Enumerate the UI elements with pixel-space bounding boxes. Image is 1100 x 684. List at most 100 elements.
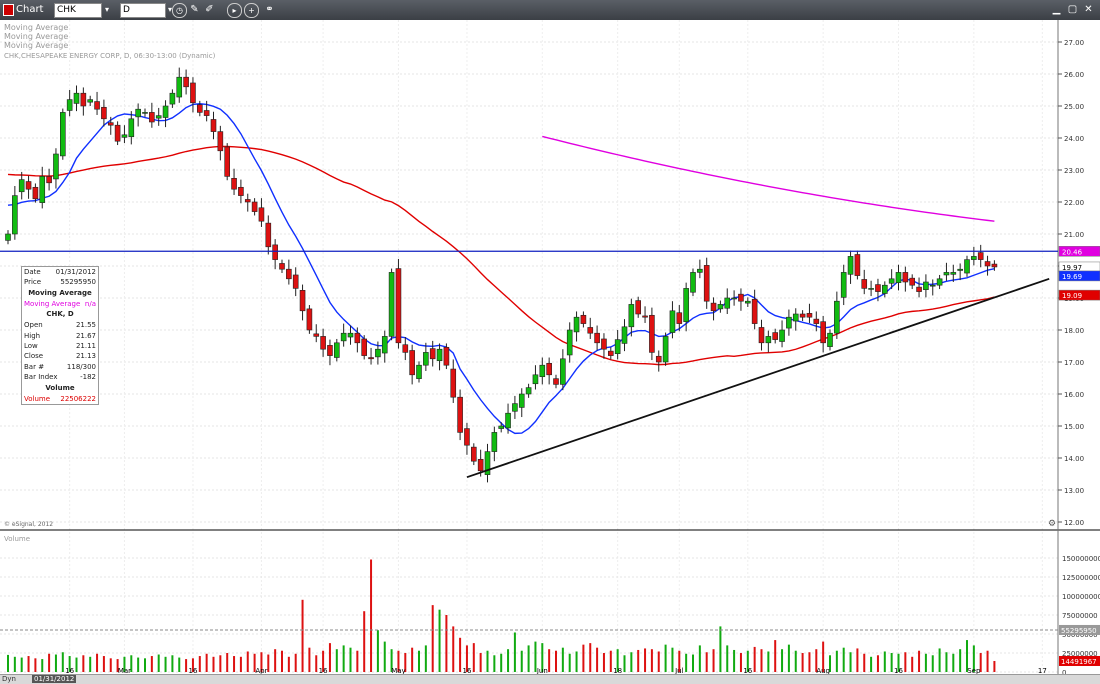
candle-body	[388, 272, 395, 337]
volume-bar	[876, 655, 879, 672]
panel-settings-icon[interactable]: ⚙	[1048, 519, 1056, 529]
candle-body	[607, 350, 614, 356]
volume-bar	[623, 655, 626, 672]
add-icon[interactable]: +	[244, 3, 259, 18]
candle-body	[5, 233, 11, 241]
volume-bar	[829, 655, 831, 672]
candle-body	[12, 195, 18, 235]
chart-area[interactable]: 12.0013.0014.0015.0016.0017.0018.0019.00…	[0, 20, 1100, 674]
volume-axis-label: 25000000	[1062, 650, 1098, 658]
clock-icon[interactable]: ◷	[172, 3, 187, 18]
candle	[361, 335, 368, 360]
price-tag: 19.97	[1058, 261, 1100, 273]
symbol-input[interactable]: CHK	[54, 3, 102, 18]
volume-bar	[41, 659, 44, 672]
candle-body	[525, 387, 532, 395]
minimize-icon[interactable]: ▁	[1052, 4, 1061, 15]
brush-icon[interactable]: ✐	[205, 4, 214, 15]
volume-bar	[513, 632, 516, 672]
volume-bar	[705, 652, 708, 672]
candle	[792, 308, 799, 331]
candle	[525, 383, 532, 398]
candle	[532, 365, 539, 390]
symbol-dropdown-icon[interactable]: ▾	[104, 5, 109, 14]
candle	[868, 280, 874, 297]
candle	[786, 309, 792, 336]
link-icon[interactable]: ⚭	[265, 4, 274, 15]
volume-bar	[459, 637, 462, 672]
data-window: Date 01/31/2012 Price 55295950 Moving Aver…	[21, 266, 99, 405]
volume-bar	[767, 651, 770, 672]
maximize-icon[interactable]: ▢	[1067, 4, 1078, 15]
volume-bar	[753, 646, 756, 672]
volume-bar	[253, 653, 256, 672]
candle-body	[690, 272, 696, 293]
volume-bar	[520, 650, 523, 672]
candle	[32, 183, 39, 203]
volume-bar	[911, 656, 914, 672]
volume-bar	[904, 652, 907, 672]
close-icon[interactable]: ✕	[1084, 4, 1093, 15]
volume-bar	[801, 653, 804, 672]
play-icon[interactable]: ▸	[227, 3, 242, 18]
study-label-1[interactable]: Moving Average	[4, 23, 68, 32]
candle	[580, 311, 587, 328]
volume-bar	[534, 641, 537, 672]
study-label-3[interactable]: Moving Average	[4, 41, 68, 50]
price-axis-label: 21.00	[1064, 231, 1084, 239]
volume-bar	[739, 653, 742, 672]
volume-bar	[815, 649, 818, 672]
interval-input[interactable]: D	[120, 3, 166, 18]
candle-body	[518, 393, 525, 408]
price-axis-label: 26.00	[1064, 71, 1084, 79]
candle	[683, 282, 689, 332]
candle-body	[881, 284, 888, 294]
volume-bar	[102, 656, 105, 672]
candle	[149, 102, 155, 128]
dw-ma-label: Moving Average	[24, 299, 81, 308]
candle-body	[203, 110, 210, 116]
bottom-scrollbar[interactable]: Dyn 01/31/2012	[0, 674, 1100, 684]
candle	[971, 246, 977, 266]
candle	[484, 443, 491, 483]
dw-high-value: 21.67	[75, 331, 96, 340]
candle-body	[779, 329, 785, 342]
volume-bar	[883, 651, 886, 672]
candle	[368, 347, 374, 365]
volume-bar	[130, 655, 133, 672]
volume-bar	[342, 645, 345, 672]
candle	[847, 250, 854, 284]
candle	[320, 328, 326, 357]
volume-bar	[452, 626, 455, 672]
volume-bar	[96, 653, 99, 672]
candle	[39, 166, 46, 209]
candle	[587, 317, 594, 339]
volume-axis-label: 0	[1062, 669, 1066, 674]
dw-barindex-value: -182	[80, 373, 96, 382]
dw-symbol-title: CHK, D	[46, 310, 74, 319]
candle-body	[820, 321, 826, 344]
candle-body	[327, 345, 333, 356]
candle-body	[484, 451, 491, 475]
candle	[162, 100, 169, 128]
candle-body	[553, 378, 559, 385]
candle	[135, 103, 141, 127]
volume-bar	[774, 640, 777, 672]
candle-body	[621, 326, 628, 344]
candle-body	[155, 115, 162, 119]
dyn-label[interactable]: Dyn	[2, 675, 16, 683]
draw-pencil-icon[interactable]: ✎	[190, 4, 199, 15]
volume-bar	[842, 647, 845, 672]
candle-body	[539, 364, 546, 378]
volume-axis-label: 150000000	[1062, 555, 1100, 563]
volume-bar	[335, 649, 338, 672]
candle-body	[560, 358, 566, 385]
candle	[936, 274, 943, 290]
symbol-link-icon[interactable]	[105, 3, 118, 16]
study-label-2[interactable]: Moving Average	[4, 32, 68, 41]
volume-bar	[431, 605, 434, 672]
date-axis-label: Apr	[255, 667, 267, 674]
candle	[662, 332, 669, 366]
volume-bar	[561, 647, 564, 672]
interval-dropdown-icon[interactable]: ▾	[167, 5, 172, 14]
